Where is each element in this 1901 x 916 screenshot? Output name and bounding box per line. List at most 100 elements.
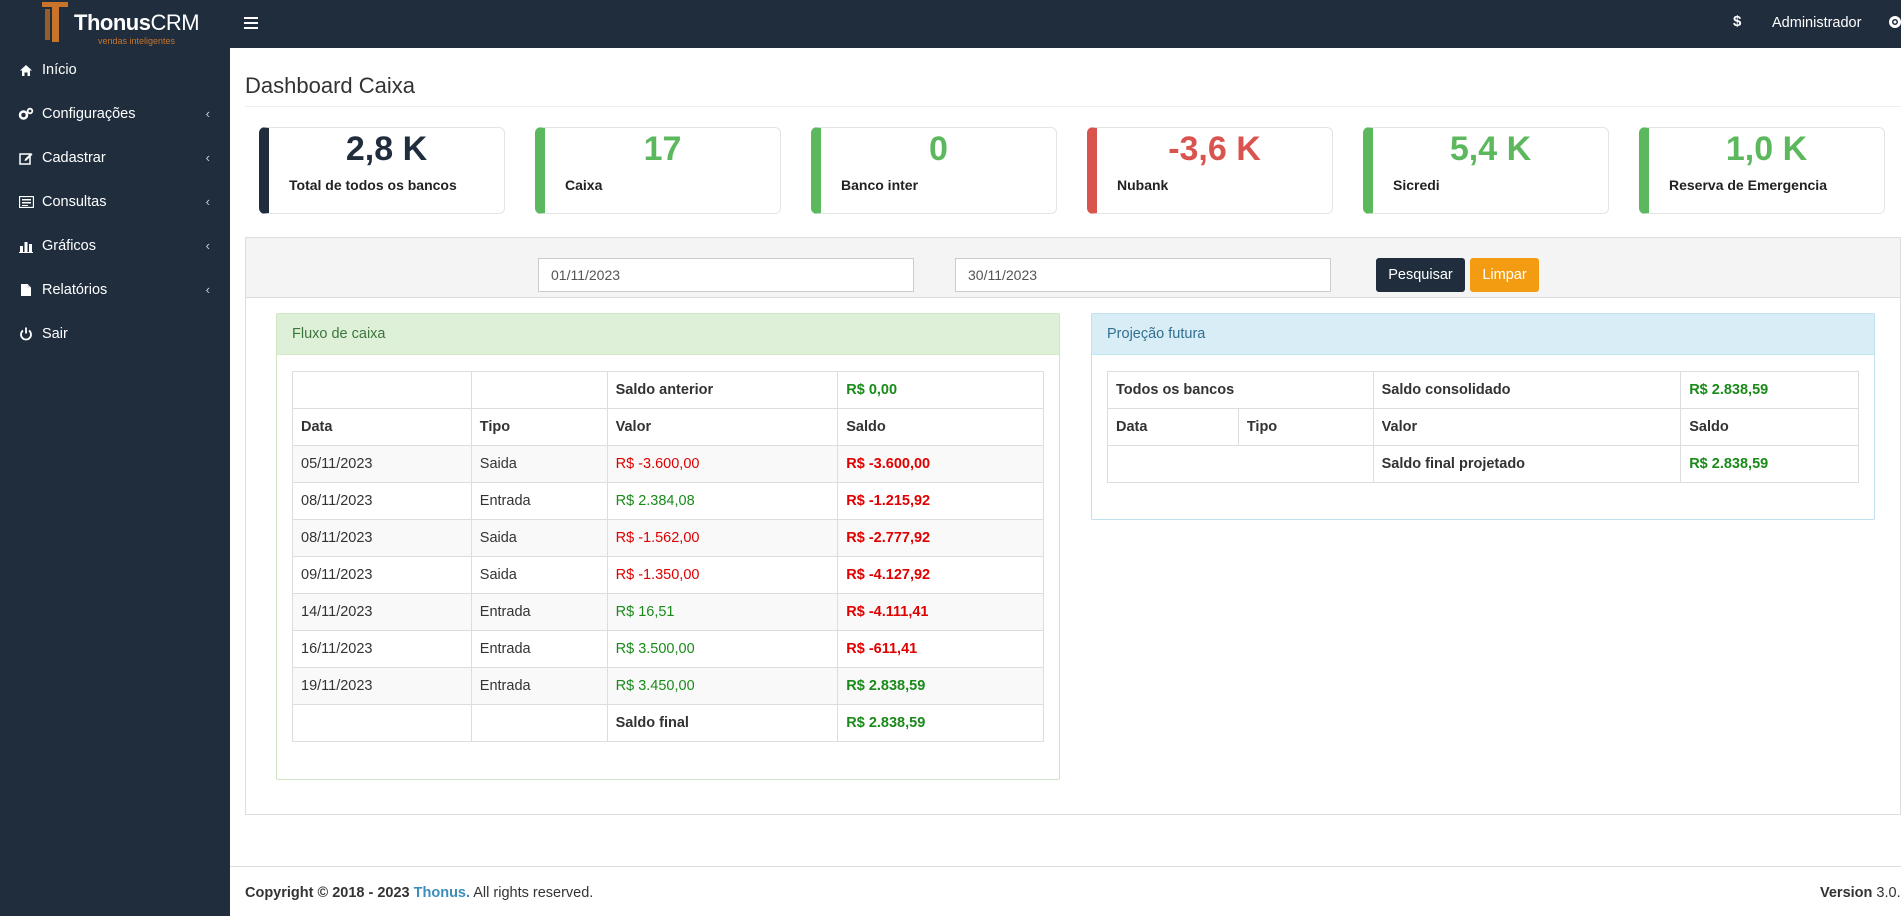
table-row: 14/11/2023 Entrada R$ 16,51 R$ -4.111,41 [292,593,1044,631]
row-type: Entrada [470,667,608,705]
prev-balance-row: Saldo anterior R$ 0,00 [292,371,1044,409]
sidebar-item-label: Cadastrar [42,150,106,166]
logo[interactable]: ThonusCRM vendas inteligentes [0,0,230,48]
summary-card: 5,4 K Sicredi [1363,127,1609,214]
col-header: Tipo [1237,408,1374,446]
search-button[interactable]: Pesquisar [1376,258,1465,292]
card-value: 2,8 K [345,130,428,168]
card-value: -3,6 K [1168,130,1261,168]
gear-icon[interactable] [1888,15,1901,29]
dollar-icon[interactable]: $ [1733,13,1742,30]
chevron-left-icon: ‹ [205,150,210,165]
thonus-logo-icon [42,2,68,42]
row-type: Entrada [470,593,608,631]
chevron-left-icon: ‹ [205,282,210,297]
col-header: Saldo [837,408,1044,446]
table-row: 16/11/2023 Entrada R$ 3.500,00 R$ -611,41 [292,630,1044,668]
sidebar-item-relatorios[interactable]: Relatórios ‹ [0,268,230,312]
row-value: R$ -3.600,00 [606,445,839,483]
sidebar: ThonusCRM vendas inteligentes Início Conf… [0,0,230,916]
projection-final-row: Saldo final projetado R$ 2.838,59 [1107,445,1859,483]
table-row: 05/11/2023 Saida R$ -3.600,00 R$ -3.600,00 [292,445,1044,483]
sidebar-item-configuracoes[interactable]: Configurações ‹ [0,92,230,136]
final-balance-row: Saldo final R$ 2.838,59 [292,704,1044,742]
cashflow-box: Fluxo de caixa Saldo anterior R$ 0,00 Da… [276,313,1060,780]
row-value: R$ 2.384,08 [606,482,839,520]
summary-card: 0 Banco inter [811,127,1057,214]
list-icon [18,194,34,210]
brand-tagline: vendas inteligentes [98,36,176,46]
projection-title: Projeção futura [1092,314,1874,355]
sidebar-item-label: Gráficos [42,238,96,254]
prev-balance-label: Saldo anterior [606,371,839,409]
table-row: 19/11/2023 Entrada R$ 3.450,00 R$ 2.838,59 [292,667,1044,705]
col-header: Tipo [470,408,608,446]
main-content: Dashboard Caixa 2,8 K Total de todos os b… [230,48,1901,916]
row-type: Saida [470,445,608,483]
row-balance: R$ -611,41 [837,630,1044,668]
row-date: 08/11/2023 [292,519,472,557]
consolidated-value: R$ 2.838,59 [1680,371,1859,409]
sidebar-item-graficos[interactable]: Gráficos ‹ [0,224,230,268]
sidebar-item-inicio[interactable]: Início [0,48,230,92]
summary-card: 1,0 K Reserva de Emergencia [1639,127,1885,214]
divider [230,866,1901,867]
col-header: Saldo [1680,408,1859,446]
menu-toggle-icon[interactable] [244,14,258,32]
chevron-left-icon: ‹ [205,194,210,209]
sidebar-item-label: Relatórios [42,282,108,298]
table-row: 09/11/2023 Saida R$ -1.350,00 R$ -4.127,92 [292,556,1044,594]
card-label: Banco inter [841,177,919,193]
card-label: Sicredi [1393,177,1440,193]
chevron-left-icon: ‹ [205,106,210,121]
cashflow-header-row: Data Tipo Valor Saldo [292,408,1044,446]
final-balance-value: R$ 2.838,59 [837,704,1044,742]
row-type: Saida [470,556,608,594]
col-header: Valor [606,408,839,446]
bar-chart-icon [18,238,34,254]
sidebar-item-consultas[interactable]: Consultas ‹ [0,180,230,224]
card-value: 0 [929,130,948,168]
sidebar-item-label: Sair [42,326,68,342]
company-link[interactable]: Thonus. [413,885,471,901]
clear-button[interactable]: Limpar [1470,258,1539,292]
row-value: R$ -1.562,00 [606,519,839,557]
row-balance: R$ -2.777,92 [837,519,1044,557]
row-date: 08/11/2023 [292,482,472,520]
card-value: 17 [643,130,682,168]
cashflow-title: Fluxo de caixa [277,314,1059,355]
page-title: Dashboard Caixa [245,73,415,98]
row-date: 19/11/2023 [292,667,472,705]
row-value: R$ 16,51 [606,593,839,631]
projection-header-row: Data Tipo Valor Saldo [1107,408,1859,446]
cogs-icon [18,106,34,122]
power-icon [18,326,34,342]
prev-balance-value: R$ 0,00 [837,371,1044,409]
projected-final-label: Saldo final projetado [1372,445,1682,483]
file-icon [18,282,34,298]
sidebar-item-cadastrar[interactable]: Cadastrar ‹ [0,136,230,180]
sidebar-menu: Início Configurações ‹ Cadastrar ‹ Consultas ‹… [0,48,230,356]
row-balance: R$ -4.111,41 [837,593,1044,631]
edit-icon [18,150,34,166]
card-label: Total de todos os bancos [289,177,457,193]
row-date: 14/11/2023 [292,593,472,631]
card-value: 1,0 K [1725,130,1808,168]
footer: Copyright © 2018 - 2023 Thonus. All righ… [230,867,1901,916]
projected-final-value: R$ 2.838,59 [1680,445,1859,483]
col-header: Data [1107,408,1239,446]
date-end-input[interactable] [955,258,1331,292]
user-menu[interactable]: Administrador [1772,15,1862,31]
row-date: 16/11/2023 [292,630,472,668]
summary-card: 17 Caixa [535,127,781,214]
summary-card: -3,6 K Nubank [1087,127,1333,214]
consolidated-label: Saldo consolidado [1372,371,1682,409]
summary-card: 2,8 K Total de todos os bancos [259,127,505,214]
date-start-input[interactable] [538,258,914,292]
copyright: Copyright © 2018 - 2023 Thonus. All righ… [245,885,594,901]
sidebar-item-sair[interactable]: Sair [0,312,230,356]
sidebar-item-label: Início [42,62,77,78]
card-label: Reserva de Emergencia [1669,177,1827,193]
filter-panel: Pesquisar Limpar Fluxo de caixa Saldo an… [245,237,1901,815]
row-date: 05/11/2023 [292,445,472,483]
